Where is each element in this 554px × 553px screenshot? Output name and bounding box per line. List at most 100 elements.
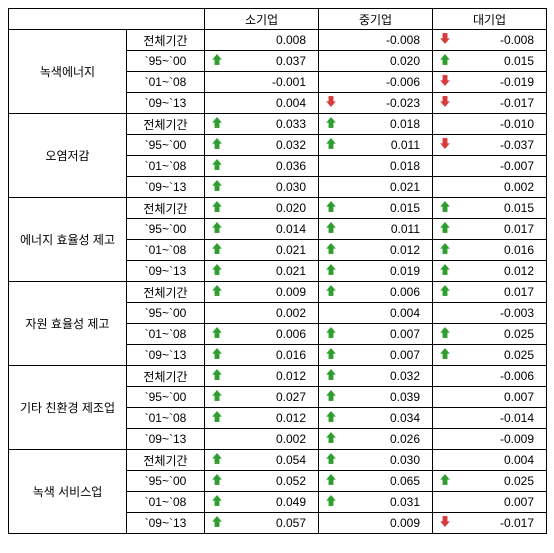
value-text: 0.002 <box>276 432 306 446</box>
value-text: 0.025 <box>504 348 534 362</box>
value-cell: -0.017 <box>433 513 547 534</box>
value-cell: 0.020 <box>205 198 319 219</box>
value-cell: 0.032 <box>319 366 433 387</box>
arrow-up-icon <box>211 347 223 364</box>
value-cell: 0.054 <box>205 450 319 471</box>
value-cell: 0.025 <box>433 345 547 366</box>
value-cell: 0.017 <box>433 282 547 303</box>
value-text: 0.034 <box>390 411 420 425</box>
period-label: 전체기간 <box>127 282 205 303</box>
value-text: -0.017 <box>500 96 534 110</box>
value-text: 0.057 <box>276 516 306 530</box>
value-text: 0.032 <box>390 369 420 383</box>
value-text: 0.025 <box>504 474 534 488</box>
arrow-up-icon <box>325 494 337 511</box>
period-label: 전체기간 <box>127 366 205 387</box>
value-text: 0.004 <box>276 96 306 110</box>
value-text: 0.007 <box>390 327 420 341</box>
period-label: `09~`13 <box>127 513 205 534</box>
value-text: 0.016 <box>504 243 534 257</box>
data-table: 소기업 중기업 대기업 녹색에너지전체기간0.008-0.008-0.008`9… <box>8 8 547 534</box>
value-cell: 0.017 <box>433 219 547 240</box>
period-label: `01~`08 <box>127 156 205 177</box>
value-text: 0.030 <box>276 180 306 194</box>
arrow-down-icon <box>439 32 451 49</box>
value-text: 0.004 <box>504 453 534 467</box>
period-label: `01~`08 <box>127 492 205 513</box>
value-text: 0.015 <box>390 201 420 215</box>
value-text: 0.009 <box>390 516 420 530</box>
arrow-down-icon <box>439 515 451 532</box>
value-cell: -0.019 <box>433 72 547 93</box>
table-row: 녹색에너지전체기간0.008-0.008-0.008 <box>9 30 547 51</box>
arrow-up-icon <box>325 389 337 406</box>
arrow-up-icon <box>439 242 451 259</box>
value-text: -0.037 <box>500 138 534 152</box>
arrow-up-icon <box>325 347 337 364</box>
value-cell: 0.007 <box>319 324 433 345</box>
value-cell: 0.021 <box>319 177 433 198</box>
value-text: 0.015 <box>504 54 534 68</box>
value-text: 0.019 <box>390 264 420 278</box>
table-row: 녹색 서비스업전체기간0.0540.0300.004 <box>9 450 547 471</box>
value-text: 0.007 <box>504 390 534 404</box>
arrow-up-icon <box>211 137 223 154</box>
arrow-up-icon <box>211 389 223 406</box>
arrow-up-icon <box>325 431 337 448</box>
arrow-up-icon <box>211 242 223 259</box>
value-cell: 0.008 <box>205 30 319 51</box>
group-label: 녹색에너지 <box>9 30 127 114</box>
arrow-up-icon <box>211 473 223 490</box>
arrow-up-icon <box>439 221 451 238</box>
arrow-up-icon <box>325 137 337 154</box>
period-label: `95~`00 <box>127 219 205 240</box>
value-text: 0.018 <box>390 159 420 173</box>
value-cell: 0.007 <box>319 345 433 366</box>
value-cell: 0.021 <box>205 240 319 261</box>
value-text: 0.006 <box>276 327 306 341</box>
value-text: 0.012 <box>276 369 306 383</box>
value-cell: 0.018 <box>319 114 433 135</box>
value-text: 0.016 <box>276 348 306 362</box>
arrow-down-icon <box>325 95 337 112</box>
value-cell: 0.006 <box>205 324 319 345</box>
period-label: `01~`08 <box>127 408 205 429</box>
arrow-up-icon <box>325 284 337 301</box>
value-text: 0.011 <box>391 138 420 152</box>
period-label: `95~`00 <box>127 51 205 72</box>
value-text: 0.021 <box>276 264 306 278</box>
group-label: 자원 효율성 제고 <box>9 282 127 366</box>
value-text: 0.017 <box>504 222 534 236</box>
value-cell: -0.008 <box>319 30 433 51</box>
value-text: 0.039 <box>390 390 420 404</box>
value-text: 0.021 <box>390 180 420 194</box>
value-cell: 0.030 <box>205 177 319 198</box>
value-cell: 0.030 <box>319 450 433 471</box>
period-label: `01~`08 <box>127 240 205 261</box>
value-cell: -0.007 <box>433 156 547 177</box>
table-row: 오염저감전체기간0.0330.018-0.010 <box>9 114 547 135</box>
value-cell: 0.004 <box>433 450 547 471</box>
arrow-up-icon <box>439 284 451 301</box>
arrow-down-icon <box>439 95 451 112</box>
period-label: `95~`00 <box>127 471 205 492</box>
period-label: `95~`00 <box>127 135 205 156</box>
arrow-up-icon <box>439 53 451 70</box>
value-cell: 0.015 <box>433 198 547 219</box>
arrow-down-icon <box>439 137 451 154</box>
arrow-up-icon <box>211 410 223 427</box>
period-label: `95~`00 <box>127 303 205 324</box>
table-row: 기타 친환경 제조업전체기간0.0120.032-0.006 <box>9 366 547 387</box>
value-text: 0.025 <box>504 327 534 341</box>
value-text: 0.014 <box>276 222 306 236</box>
arrow-up-icon <box>439 326 451 343</box>
period-label: `09~`13 <box>127 93 205 114</box>
value-text: -0.007 <box>500 159 534 173</box>
value-cell: -0.006 <box>433 366 547 387</box>
value-cell: 0.012 <box>319 240 433 261</box>
arrow-up-icon <box>211 284 223 301</box>
arrow-up-icon <box>211 494 223 511</box>
value-text: 0.012 <box>390 243 420 257</box>
value-cell: 0.002 <box>205 303 319 324</box>
arrow-up-icon <box>325 116 337 133</box>
